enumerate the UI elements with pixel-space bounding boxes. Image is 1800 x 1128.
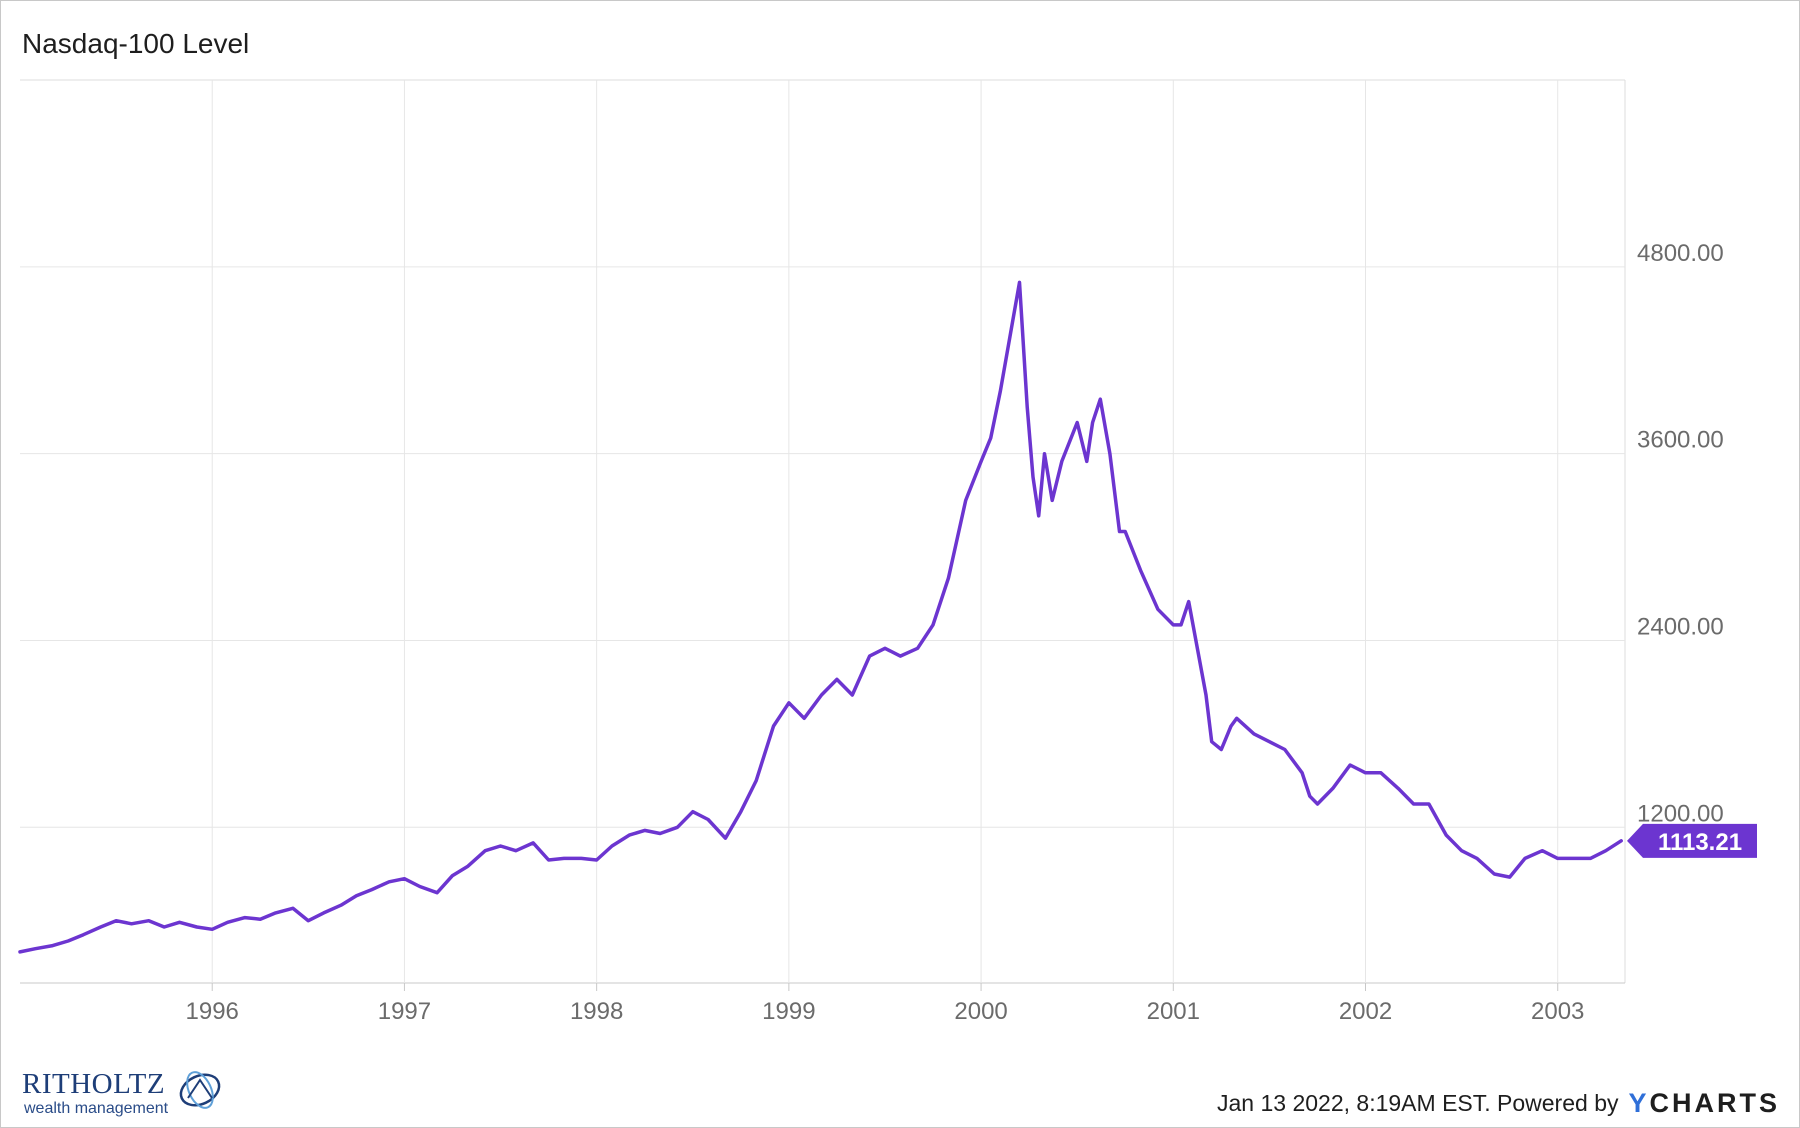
- grid-lines: [20, 79, 1626, 991]
- logo-emblem-icon: [179, 1071, 221, 1109]
- footer-timestamp: Jan 13 2022, 8:19AM EST. Powered by: [1217, 1090, 1619, 1116]
- ycharts-logo-y: Y: [1628, 1088, 1650, 1118]
- y-tick-label: 2400.00: [1637, 613, 1724, 640]
- y-tick-label: 1200.00: [1637, 800, 1724, 827]
- last-value-badge: [1627, 823, 1757, 858]
- chart-title: Nasdaq-100 Level: [22, 28, 250, 59]
- x-tick-label: 2002: [1339, 998, 1392, 1025]
- x-tick-label: 2003: [1531, 998, 1584, 1025]
- logo-subtitle: wealth management: [24, 1100, 169, 1117]
- x-tick-label: 1997: [378, 998, 431, 1025]
- last-value-label: 1113.21: [1658, 829, 1742, 856]
- y-tick-label: 3600.00: [1637, 427, 1724, 454]
- y-axis-ticks: 1200.00 2400.00 3600.00 4800.00: [1637, 240, 1724, 827]
- nasdaq-100-line: [18, 280, 1623, 954]
- x-tick-label: 2001: [1147, 998, 1200, 1025]
- x-tick-label: 1999: [762, 998, 815, 1025]
- y-tick-label: 4800.00: [1637, 240, 1724, 267]
- x-tick-label: 2000: [954, 998, 1007, 1025]
- ritholtz-logo: RITHOLTZ wealth management: [22, 1068, 222, 1118]
- x-axis-ticks: 1996 1997 1998 1999 2000 2001 2002 2003: [186, 998, 1585, 1025]
- logo-name: RITHOLTZ: [22, 1068, 166, 1100]
- x-tick-label: 1998: [570, 998, 623, 1025]
- chart-footer: Jan 13 2022, 8:19AM EST. Powered by YCHA…: [1217, 1088, 1780, 1119]
- last-value-marker: 1113.21: [1627, 823, 1757, 858]
- ycharts-logo[interactable]: YCHARTS: [1628, 1088, 1780, 1119]
- x-tick-label: 1996: [186, 998, 239, 1025]
- ycharts-logo-text: CHARTS: [1649, 1088, 1780, 1118]
- series-group: [18, 280, 1623, 954]
